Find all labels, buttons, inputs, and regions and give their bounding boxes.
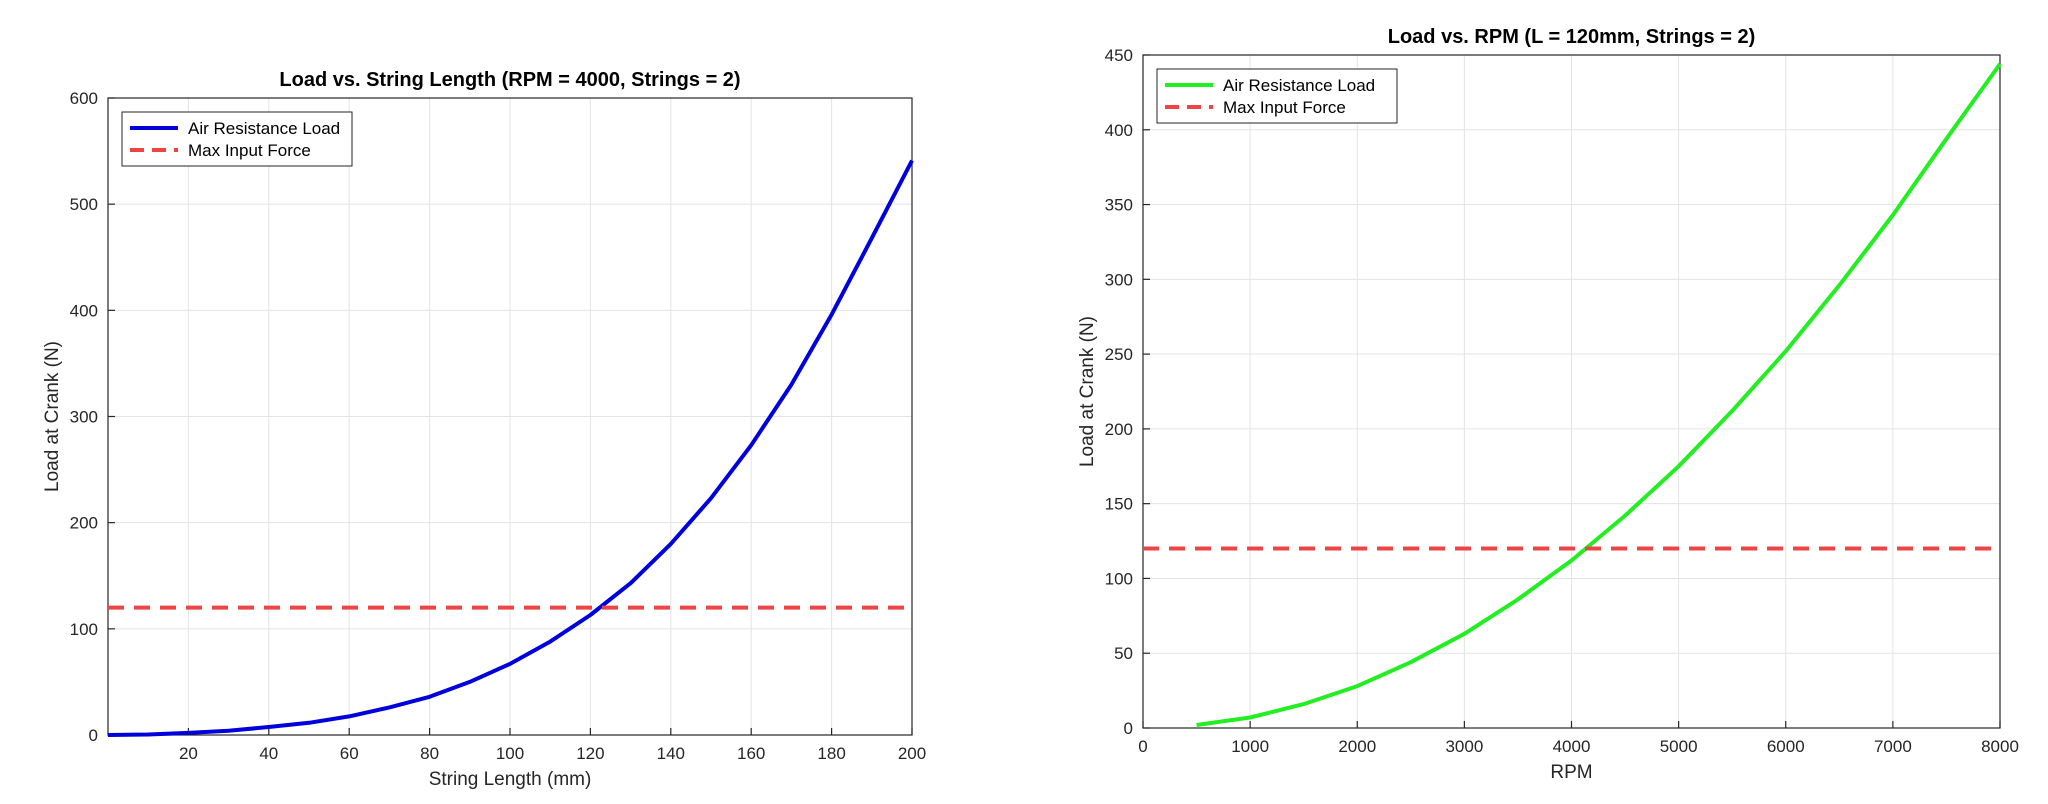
chart-load-vs-rpm: 0 1000 2000 3000 4000 5000 6000 7000 8000 0 50 100 1… [1077, 26, 2019, 783]
chart0-ytick-label-600: 600 [70, 89, 98, 108]
chart1-xtick-label-3000: 3000 [1445, 737, 1483, 756]
chart1-ytick-label-0: 0 [1124, 719, 1133, 738]
chart0-ytick-label-0: 0 [89, 726, 98, 745]
chart1-xtick-label-5000: 5000 [1660, 737, 1698, 756]
chart1-ytick-label-300: 300 [1105, 270, 1133, 289]
chart0-ytick-label-100: 100 [70, 620, 98, 639]
chart0-x-axis-label: String Length (mm) [429, 769, 592, 790]
chart0-y-axis-label: Load at Crank (N) [42, 341, 63, 492]
chart0-xtick-label-60: 60 [340, 744, 359, 763]
chart0-title: Load vs. String Length (RPM = 4000, Stri… [279, 69, 740, 91]
chart1-legend-label-max-input-force: Max Input Force [1223, 98, 1346, 117]
chart0-xtick-label-120: 120 [576, 744, 604, 763]
chart0-ytick-label-500: 500 [70, 195, 98, 214]
chart1-ytick-label-450: 450 [1105, 46, 1133, 65]
chart0-ytick-label-400: 400 [70, 301, 98, 320]
chart0-legend-label-max-input-force: Max Input Force [188, 141, 311, 160]
chart0-ytick-label-300: 300 [70, 408, 98, 427]
chart1-xtick-label-8000: 8000 [1981, 737, 2019, 756]
chart1-legend-box [1156, 68, 1398, 124]
chart0-xtick-label-100: 100 [496, 744, 524, 763]
chart1-title: Load vs. RPM (L = 120mm, Strings = 2) [1388, 26, 1756, 48]
chart0-xtick-label-160: 160 [737, 744, 765, 763]
chart1-legend: Air Resistance Load Max Input Force [1156, 68, 1398, 124]
chart0-xtick-label-200: 200 [898, 744, 926, 763]
chart1-xtick-label-0: 0 [1138, 737, 1147, 756]
chart0-legend-box [121, 111, 353, 167]
chart0-legend-label-air-resistance-load: Air Resistance Load [188, 119, 340, 138]
chart-load-vs-string-length: 20 40 60 80 100 120 140 160 180 200 0 100 200 300 400 5… [42, 69, 926, 790]
chart1-ytick-label-100: 100 [1105, 569, 1133, 588]
chart1-series-air-resistance-load [1196, 62, 2002, 727]
chart1-xtick-label-4000: 4000 [1553, 737, 1591, 756]
chart1-x-axis-label: RPM [1550, 762, 1592, 783]
chart0-legend: Air Resistance Load Max Input Force [121, 111, 353, 167]
chart1-xtick-label-2000: 2000 [1338, 737, 1376, 756]
chart1-xtick-label-7000: 7000 [1874, 737, 1912, 756]
chart0-series-air-resistance-load [107, 159, 914, 737]
chart1-ytick-label-250: 250 [1105, 345, 1133, 364]
chart1-y-axis-label: Load at Crank (N) [1077, 316, 1098, 467]
chart1-ytick-label-350: 350 [1105, 196, 1133, 215]
chart1-ytick-label-150: 150 [1105, 495, 1133, 514]
chart1-xtick-label-6000: 6000 [1767, 737, 1805, 756]
chart0-xtick-label-20: 20 [179, 744, 198, 763]
chart0-ytick-label-200: 200 [70, 514, 98, 533]
chart0-xtick-label-40: 40 [259, 744, 278, 763]
chart1-xtick-label-1000: 1000 [1231, 737, 1269, 756]
chart0-xtick-label-180: 180 [817, 744, 845, 763]
chart0-xtick-label-80: 80 [420, 744, 439, 763]
chart1-ytick-label-200: 200 [1105, 420, 1133, 439]
chart0-xtick-label-140: 140 [657, 744, 685, 763]
chart1-ytick-label-50: 50 [1114, 644, 1133, 663]
chart1-legend-label-air-resistance-load: Air Resistance Load [1223, 76, 1375, 95]
chart1-ytick-label-400: 400 [1105, 121, 1133, 140]
